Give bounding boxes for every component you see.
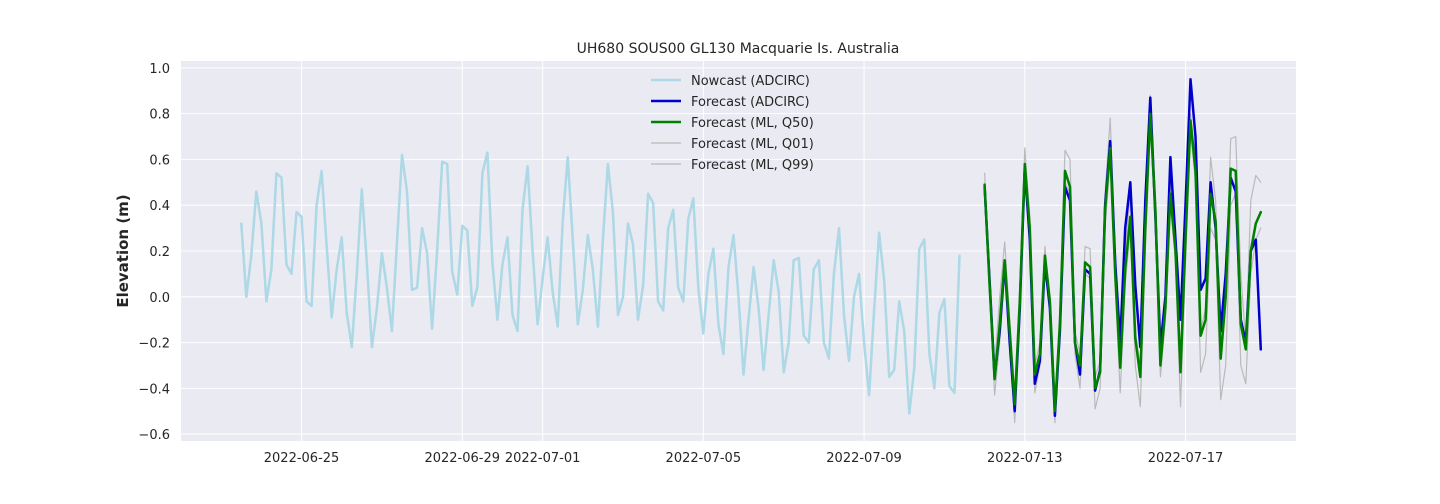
legend: Nowcast (ADCIRC) Forecast (ADCIRC) Forecas…	[651, 74, 814, 173]
chart-title: UH680 SOUS00 GL130 Macquarie Is. Austral…	[577, 41, 900, 57]
legend-label: Forecast (ADCIRC)	[691, 95, 810, 110]
y-tick-label: −0.4	[138, 382, 170, 397]
x-tick-label: 2022-07-17	[1148, 451, 1224, 466]
x-tick-label: 2022-06-29	[424, 451, 500, 466]
x-tick-label: 2022-07-01	[505, 451, 581, 466]
y-axis-label: Elevation (m)	[114, 194, 132, 307]
legend-label: Forecast (ML, Q50)	[691, 116, 814, 131]
y-tick-label: −0.6	[138, 428, 170, 443]
x-tick-label: 2022-06-25	[264, 451, 340, 466]
y-tick-label: 0.4	[149, 199, 170, 214]
x-tick-label: 2022-07-05	[666, 451, 742, 466]
y-tick-label: 0.2	[149, 245, 170, 260]
y-tick-labels: −0.6 −0.4 −0.2 0.0 0.2 0.4 0.6 0.8 1.0	[138, 62, 170, 443]
y-tick-label: 0.8	[149, 108, 170, 123]
x-tick-labels: 2022-06-25 2022-06-29 2022-07-01 2022-07-05…	[264, 451, 1224, 466]
legend-label: Nowcast (ADCIRC)	[691, 74, 810, 89]
x-tick-label: 2022-07-09	[826, 451, 902, 466]
y-tick-label: 1.0	[149, 62, 170, 77]
series-lines	[240, 78, 1263, 424]
y-tick-label: −0.2	[138, 337, 170, 352]
legend-label: Forecast (ML, Q99)	[691, 158, 814, 173]
grid	[181, 61, 1296, 441]
x-tick-label: 2022-07-13	[987, 451, 1063, 466]
series-line-3	[983, 112, 1263, 413]
y-tick-label: 0.6	[149, 153, 170, 168]
series-line-1	[240, 151, 961, 415]
y-tick-label: 0.0	[149, 291, 170, 306]
legend-label: Forecast (ML, Q01)	[691, 137, 814, 152]
